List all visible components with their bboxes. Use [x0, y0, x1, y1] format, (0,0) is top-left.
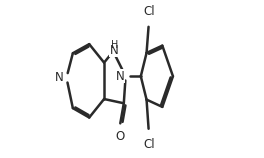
- Text: N: N: [116, 70, 125, 83]
- Text: Cl: Cl: [143, 5, 155, 18]
- Text: N: N: [110, 44, 119, 57]
- Text: H: H: [111, 40, 118, 50]
- Text: Cl: Cl: [143, 138, 155, 151]
- Text: N: N: [55, 71, 64, 84]
- Text: O: O: [115, 130, 124, 143]
